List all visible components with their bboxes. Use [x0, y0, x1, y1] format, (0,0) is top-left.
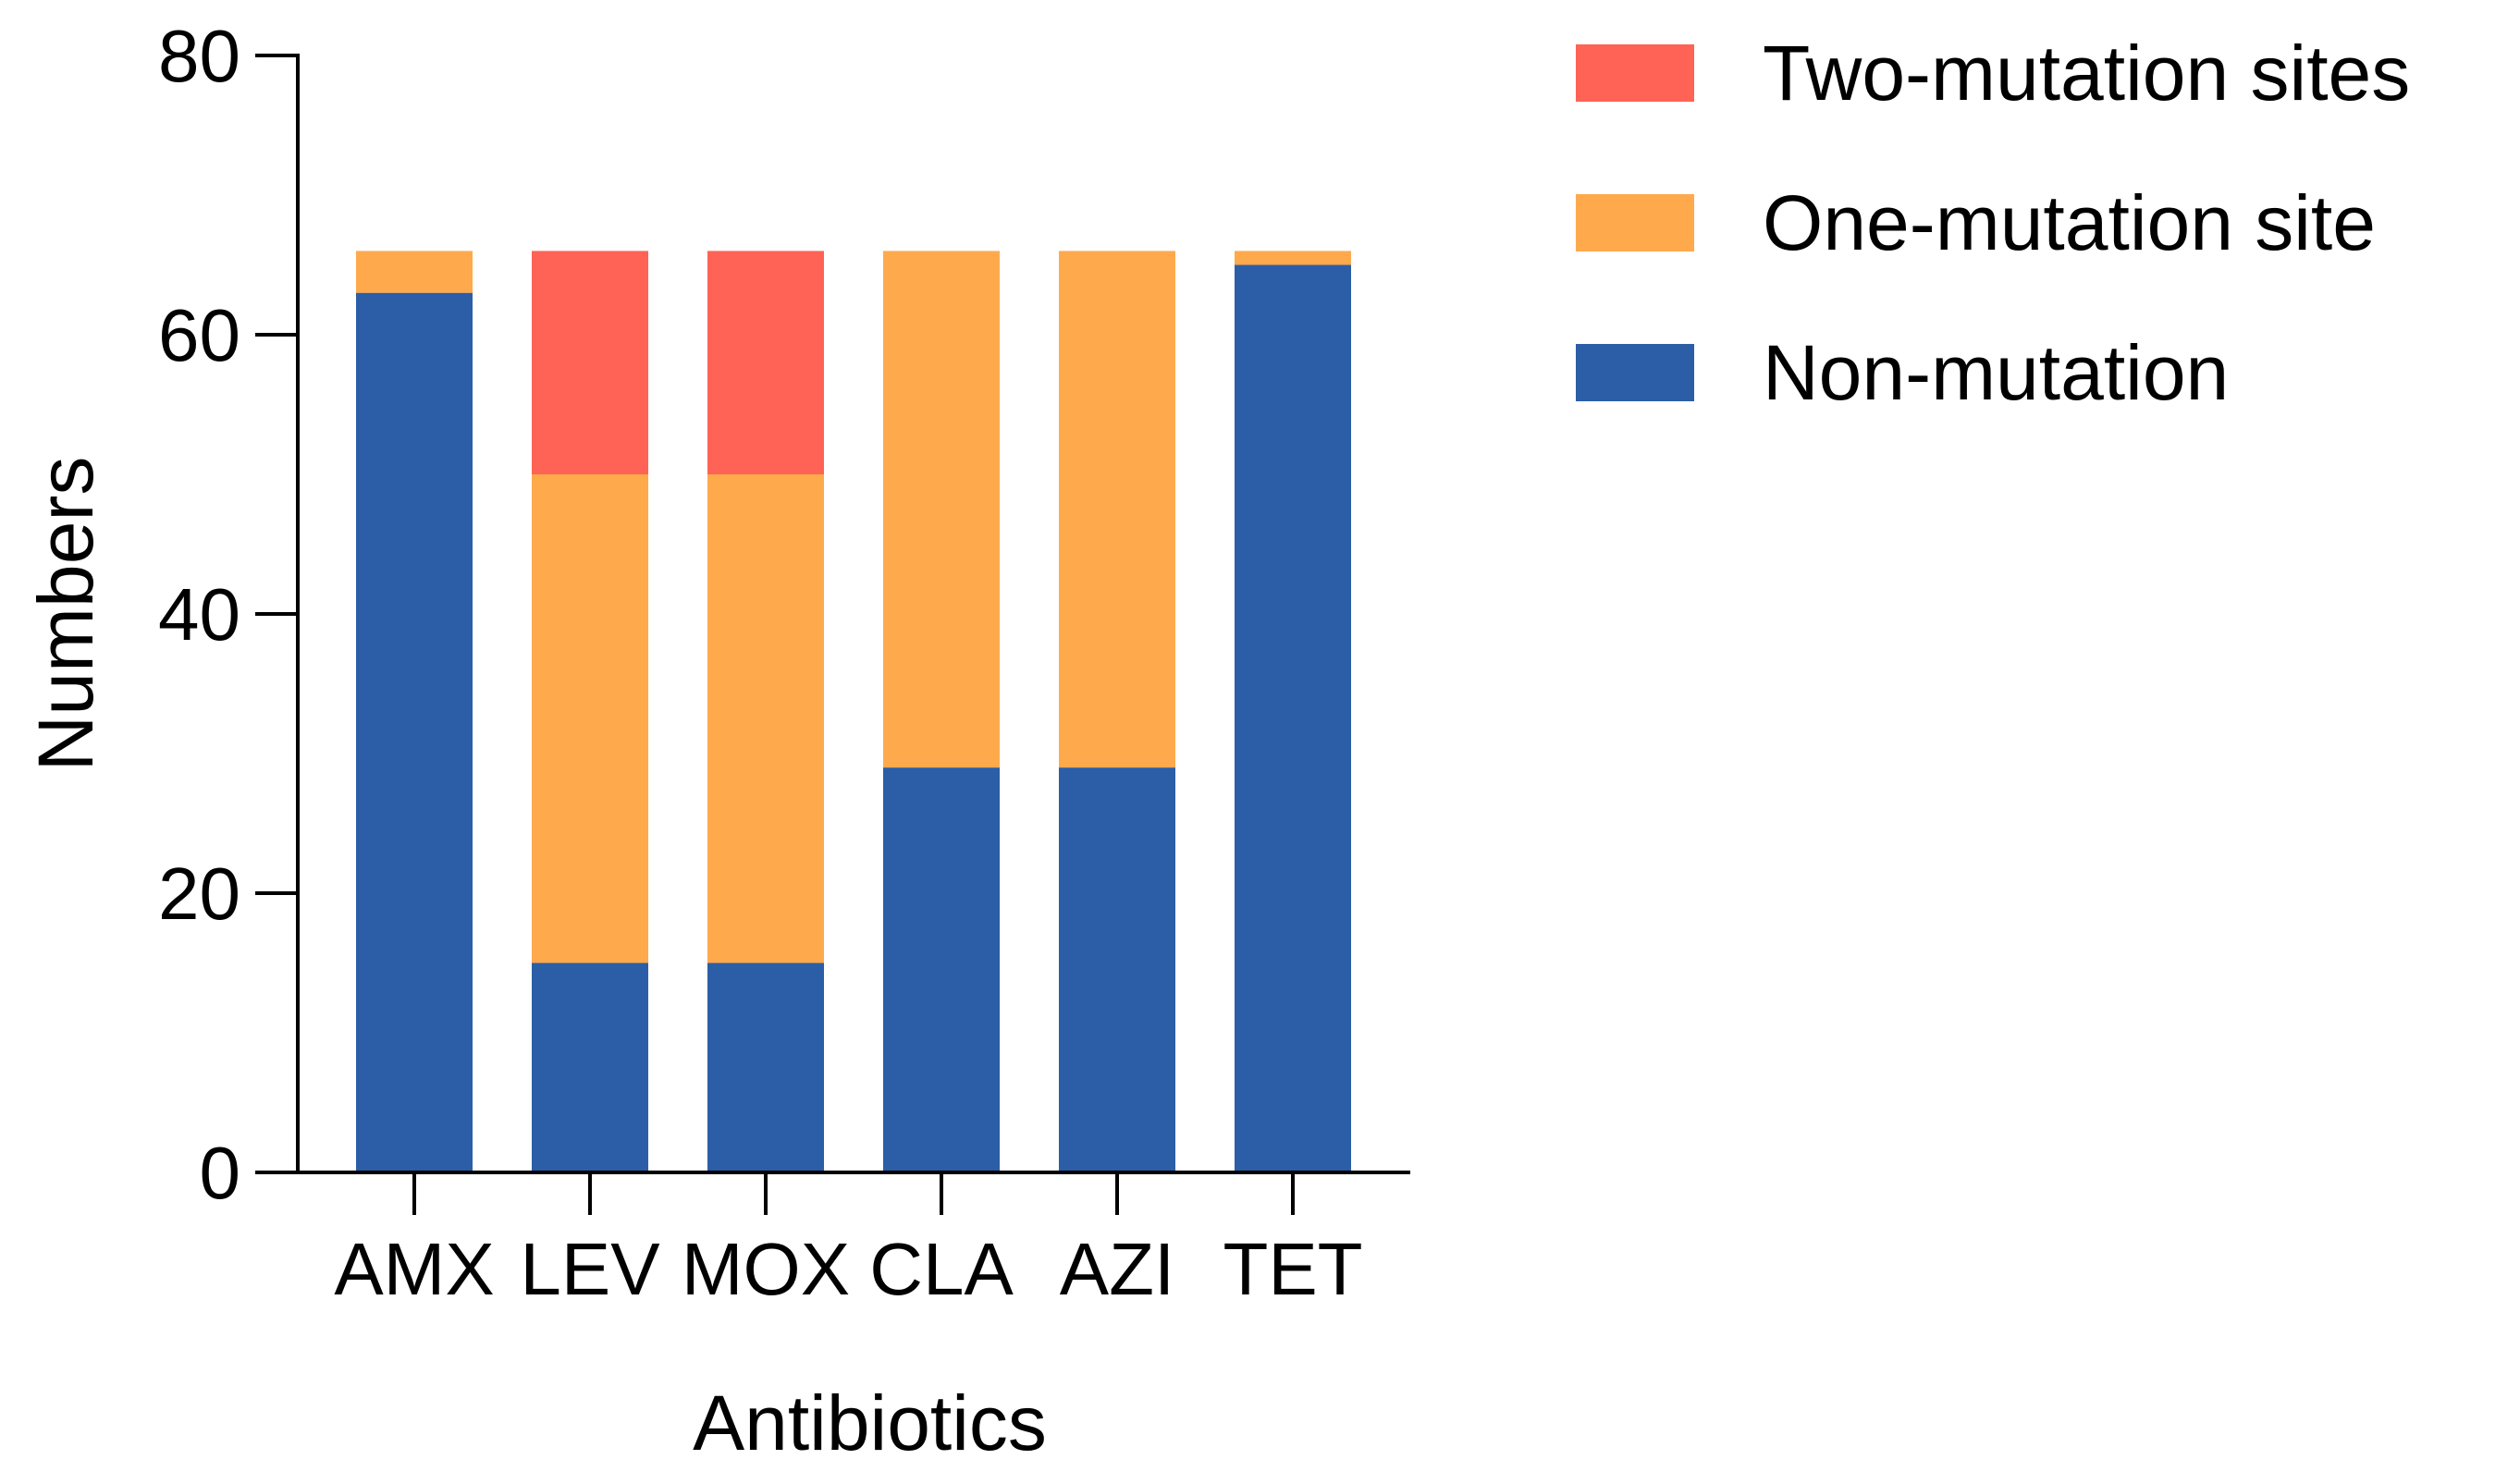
- y-ticks-layer: 0 20 40 60 80: [158, 15, 298, 1214]
- y-axis-label: Numbers: [22, 457, 109, 772]
- bar-segment-mox-3: [707, 251, 824, 474]
- bar-segment-amx-2: [356, 251, 473, 293]
- y-tick-label: 80: [158, 15, 240, 97]
- x-tick-label: AMX: [334, 1228, 494, 1310]
- legend: Two-mutation sites One-mutation site Non-m…: [1576, 30, 2410, 416]
- x-tick-label: LEV: [520, 1228, 660, 1310]
- bar-segment-mox-1: [707, 963, 824, 1172]
- legend-swatch: [1576, 194, 1694, 251]
- x-tick-label: CLA: [869, 1228, 1014, 1310]
- bar-segment-cla-2: [883, 251, 1000, 768]
- y-tick-label: 20: [158, 852, 240, 935]
- bar-segment-cla-1: [883, 767, 1000, 1172]
- y-tick-label: 40: [158, 573, 240, 656]
- x-tick-label: MOX: [682, 1228, 850, 1310]
- legend-label: Two-mutation sites: [1763, 30, 2410, 117]
- y-tick-label: 0: [200, 1132, 241, 1214]
- bar-segment-azi-1: [1059, 767, 1175, 1172]
- y-tick-label: 60: [158, 294, 240, 376]
- x-axis-label: Antibiotics: [693, 1380, 1047, 1466]
- bar-segment-lev-3: [532, 251, 648, 474]
- bar-segment-lev-1: [532, 963, 648, 1172]
- x-tick-label: TET: [1223, 1228, 1362, 1310]
- x-tick-label: AZI: [1060, 1228, 1174, 1310]
- bar-segment-tet-2: [1235, 251, 1351, 265]
- legend-label: Non-mutation: [1763, 329, 2229, 416]
- legend-swatch: [1576, 44, 1694, 102]
- legend-label: One-mutation site: [1763, 179, 2376, 266]
- bar-segment-mox-2: [707, 474, 824, 963]
- bars-layer: [356, 251, 1351, 1172]
- legend-swatch: [1576, 344, 1694, 401]
- bar-segment-azi-2: [1059, 251, 1175, 768]
- bar-segment-amx-1: [356, 292, 473, 1172]
- bar-segment-tet-1: [1235, 264, 1351, 1172]
- x-ticks-layer: AMX LEV MOX CLA AZI TET: [334, 1172, 1363, 1310]
- bar-segment-lev-2: [532, 474, 648, 963]
